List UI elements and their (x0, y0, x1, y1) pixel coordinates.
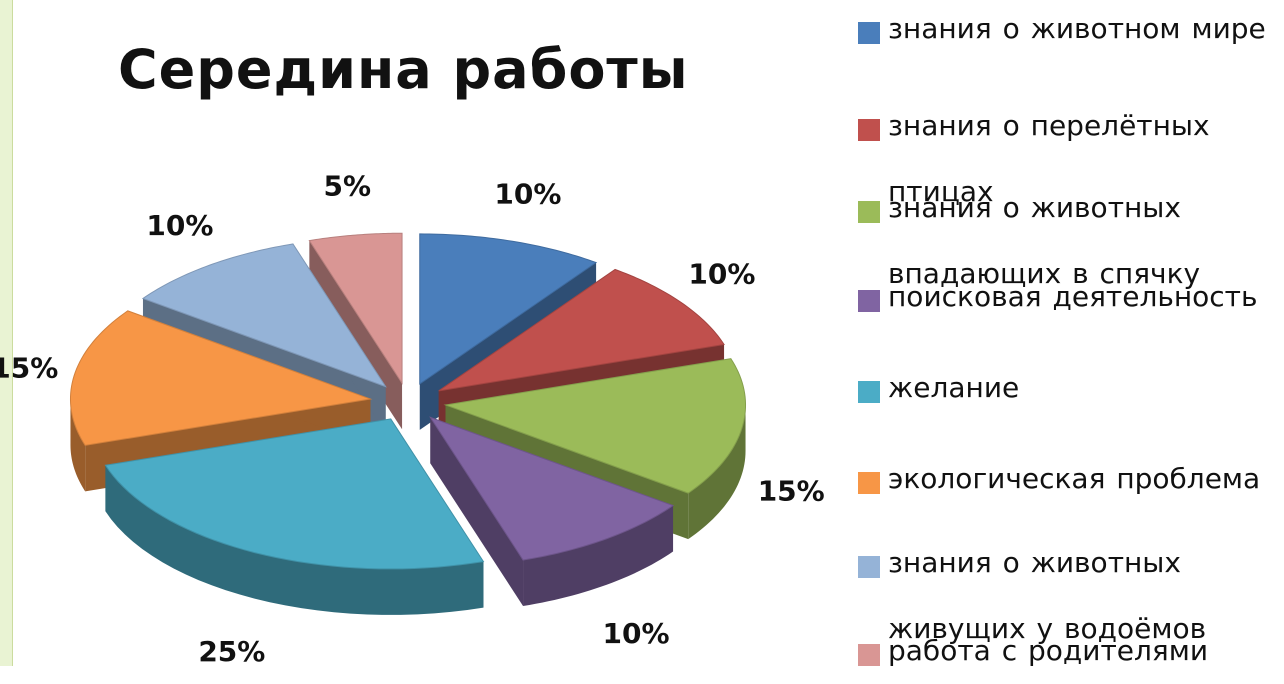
pie-slice (308, 232, 403, 385)
pie-slice-rim (70, 399, 86, 492)
pie-slice (104, 418, 485, 570)
pie-chart: 5% 10% 10% 10% 15% 15% 10% 25% (0, 170, 825, 666)
legend-swatch (858, 290, 880, 312)
pie-data-label: 25% (198, 635, 265, 666)
legend-label: работа с родителями (888, 634, 1209, 667)
pie-slice-rim (523, 505, 674, 607)
legend-label: знания о перелётных птицах (888, 109, 1210, 208)
legend-swatch (858, 22, 880, 44)
legend-swatch (858, 381, 880, 403)
chart-title: Середина работы (118, 38, 689, 101)
legend-label: экологическая проблема (888, 462, 1261, 495)
pie-slice-wall (430, 417, 524, 607)
chart-legend: знания о животном мире знания о перелётн… (858, 0, 1284, 667)
pie-data-label: 10% (146, 209, 213, 242)
slide-left-border (0, 0, 13, 666)
pie-slice (419, 233, 598, 385)
legend-swatch (858, 644, 880, 666)
pie-slice (429, 416, 675, 561)
pie-slice (443, 358, 747, 494)
pie-data-label: 10% (603, 617, 670, 650)
pie-data-label: 5% (324, 170, 372, 203)
pie-data-label: 15% (0, 352, 58, 385)
legend-label: знания о животных впадающих в спячку (888, 191, 1201, 290)
legend-swatch (858, 119, 880, 141)
pie-data-label: 10% (494, 178, 561, 211)
legend-swatch (858, 472, 880, 494)
legend-swatch (858, 201, 880, 223)
pie-data-label: 10% (688, 257, 755, 290)
pie-slice (438, 268, 725, 392)
pie-slice-rim (688, 404, 746, 540)
legend-label: знания о животном мире (888, 12, 1266, 45)
pie-slice (69, 310, 373, 446)
legend-label: поисковая деятельность (888, 280, 1258, 313)
pie-slice (141, 243, 387, 388)
pie-slice-rim (105, 465, 484, 615)
legend-label: знания о животных живущих у водоёмов (888, 546, 1207, 645)
legend-label: желание (888, 371, 1020, 404)
legend-swatch (858, 556, 880, 578)
pie-data-label: 15% (758, 474, 825, 507)
